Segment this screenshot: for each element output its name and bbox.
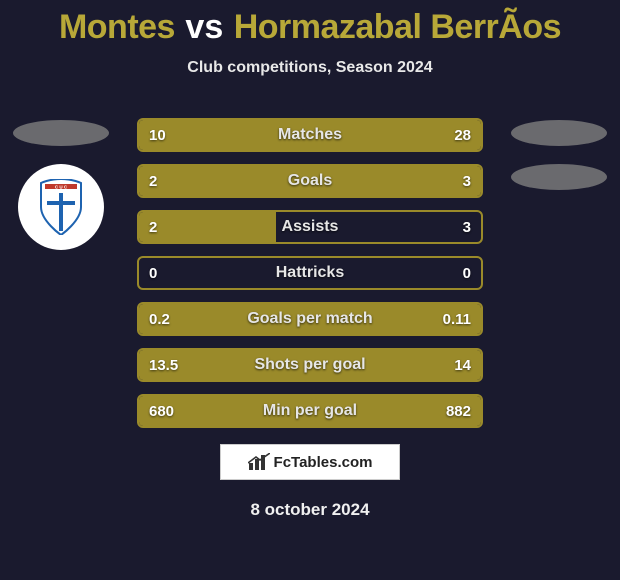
stat-value-right: 14 <box>454 350 471 380</box>
stat-value-right: 882 <box>446 396 471 426</box>
stat-value-right: 28 <box>454 120 471 150</box>
footer-brand: FcTables.com <box>274 454 373 471</box>
stat-value-left: 2 <box>149 212 157 242</box>
stat-fill-left <box>139 304 361 334</box>
player-a-name: Montes <box>59 8 175 46</box>
stat-value-left: 0.2 <box>149 304 170 334</box>
flag-oval-right <box>511 120 607 146</box>
stat-row: 23Goals <box>137 164 483 198</box>
stat-value-left: 680 <box>149 396 174 426</box>
stat-value-right: 3 <box>463 212 471 242</box>
stat-value-left: 13.5 <box>149 350 178 380</box>
logo-icon <box>248 453 270 471</box>
stat-row: 1028Matches <box>137 118 483 152</box>
club-badge-left: C U C <box>18 164 104 250</box>
stat-value-left: 10 <box>149 120 166 150</box>
stat-value-right: 0 <box>463 258 471 288</box>
stat-label: Hattricks <box>139 258 481 288</box>
avatar-right <box>504 120 614 190</box>
vs-text: vs <box>185 8 223 46</box>
stats-block: 1028Matches23Goals23Assists00Hattricks0.… <box>137 118 483 428</box>
subtitle: Club competitions, Season 2024 <box>0 59 620 77</box>
stat-fill-right <box>276 166 481 196</box>
stat-fill-left <box>139 166 276 196</box>
player-b-name: Hormazabal BerrÃ­os <box>234 8 561 46</box>
stat-row: 13.514Shots per goal <box>137 348 483 382</box>
stat-value-left: 0 <box>149 258 157 288</box>
svg-text:C U C: C U C <box>55 185 68 190</box>
stat-fill-left <box>139 212 276 242</box>
club-oval-right <box>511 164 607 190</box>
stat-row: 680882Min per goal <box>137 394 483 428</box>
stat-value-right: 0.11 <box>443 304 471 334</box>
stat-row: 0.20.11Goals per match <box>137 302 483 336</box>
stat-value-right: 3 <box>463 166 471 196</box>
stat-row: 0 0Hattricks <box>137 256 483 290</box>
flag-oval-left <box>13 120 109 146</box>
footer-logo: FcTables.com <box>220 444 400 480</box>
date: 8 october 2024 <box>0 500 620 520</box>
title-row: Montes vs Hormazabal BerrÃ­os <box>0 0 620 47</box>
stat-row: 23Assists <box>137 210 483 244</box>
stat-value-left: 2 <box>149 166 157 196</box>
stat-fill-right <box>228 120 481 150</box>
avatar-left: C U C <box>6 120 116 250</box>
